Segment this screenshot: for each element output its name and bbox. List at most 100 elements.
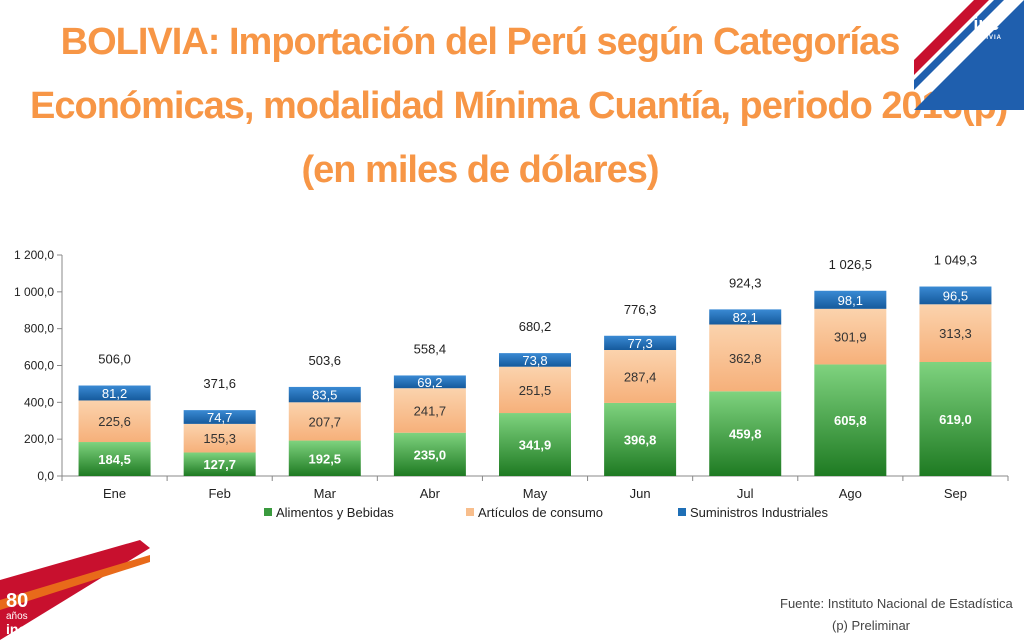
bar-value-label: 69,2	[417, 375, 442, 390]
bar-value-label: 82,1	[733, 310, 758, 325]
bar-total-label: 924,3	[729, 275, 762, 290]
y-tick-label: 1 200,0	[14, 248, 54, 262]
title-line-2: Económicas, modalidad Mínima Cuantía, pe…	[30, 85, 1008, 127]
bar-segment	[814, 290, 887, 309]
y-tick-label: 400,0	[24, 395, 54, 409]
x-tick-label: Jun	[630, 486, 651, 501]
x-tick-label: Feb	[208, 486, 230, 501]
bar-segment	[919, 362, 992, 476]
bar-value-label: 241,7	[414, 403, 447, 418]
bar-segment	[183, 423, 256, 453]
bar-segment	[78, 442, 151, 476]
bar-value-label: 184,5	[98, 452, 131, 467]
bar-value-label: 77,3	[627, 336, 652, 351]
bar-segment	[499, 353, 571, 367]
bar-segment	[604, 402, 677, 476]
y-tick-label: 600,0	[24, 359, 54, 373]
bar-total-label: 371,6	[203, 376, 236, 391]
bar-segment	[709, 309, 782, 325]
bar-segment	[393, 388, 466, 433]
bar-segment	[78, 385, 151, 401]
title-line-1: BOLIVIA: Importación del Perú según Cate…	[60, 21, 901, 63]
title-line-3: (en miles de dólares)	[301, 149, 659, 191]
bar-value-label: 192,5	[309, 451, 342, 466]
bar-segment	[919, 304, 992, 363]
x-tick-label: Ago	[839, 486, 862, 501]
preliminary-note: (p) Preliminar	[832, 618, 911, 633]
legend-label: Alimentos y Bebidas	[276, 505, 394, 520]
bar-value-label: 341,9	[519, 438, 552, 453]
bar-total-label: 1 026,5	[829, 257, 872, 272]
bar-value-label: 605,8	[834, 413, 867, 428]
bar-value-label: 98,1	[838, 293, 863, 308]
ine-logo: ine BOLIVIA	[971, 14, 1002, 41]
anniversary-word: años	[6, 611, 28, 622]
bar-value-label: 301,9	[834, 330, 867, 345]
legend-label: Artículos de consumo	[478, 505, 603, 520]
x-tick-label: Ene	[103, 486, 126, 501]
source-note: Fuente: Instituto Nacional de Estadístic…	[780, 596, 1013, 611]
bar-value-label: 96,5	[943, 288, 968, 303]
bar-value-label: 251,5	[519, 383, 552, 398]
bar-total-label: 506,0	[98, 352, 131, 367]
bar-value-label: 127,7	[203, 457, 236, 472]
legend-swatch	[678, 508, 686, 516]
bar-value-label: 362,8	[729, 351, 762, 366]
x-tick-label: Jul	[737, 486, 754, 501]
bar-total-label: 1 049,3	[934, 253, 977, 268]
bar-value-label: 235,0	[414, 447, 447, 462]
bar-segment	[814, 308, 887, 365]
ine-logo-word: ine	[973, 14, 1000, 34]
bar-segment	[393, 375, 466, 389]
bar-segment	[288, 386, 361, 403]
bar-segment	[709, 324, 782, 392]
bar-value-label: 225,6	[98, 414, 131, 429]
bar-value-label: 287,4	[624, 369, 657, 384]
corner-stripes-bottom-left	[0, 540, 150, 640]
x-tick-label: May	[523, 486, 548, 501]
bar-total-label: 558,4	[414, 341, 447, 356]
bar-segment	[814, 364, 887, 476]
bar-segment	[78, 400, 151, 443]
bar-value-label: 83,5	[312, 388, 337, 403]
bar-segment	[393, 432, 466, 476]
y-tick-label: 800,0	[24, 322, 54, 336]
bar-segment	[604, 335, 677, 350]
bar-segment	[919, 286, 992, 305]
bar-segment	[288, 440, 361, 476]
x-tick-label: Mar	[314, 486, 337, 501]
anniversary-badge: 80 años ine	[6, 591, 28, 636]
bar-value-label: 459,8	[729, 427, 762, 442]
bar-value-label: 396,8	[624, 432, 657, 447]
bar-segment	[183, 452, 256, 476]
y-tick-label: 1 000,0	[14, 285, 54, 299]
anniversary-number: 80	[6, 590, 29, 612]
legend-label: Suministros Industriales	[690, 505, 828, 520]
bar-segment	[709, 391, 782, 476]
bar-value-label: 155,3	[203, 431, 236, 446]
bar-value-label: 81,2	[102, 386, 127, 401]
bar-value-label: 73,8	[522, 353, 547, 368]
bar-total-label: 776,3	[624, 302, 657, 317]
y-tick-label: 0,0	[37, 469, 54, 483]
y-tick-label: 200,0	[24, 432, 54, 446]
anniversary-brand: ine	[6, 621, 27, 637]
bar-value-label: 74,7	[207, 410, 232, 425]
bar-total-label: 680,2	[519, 319, 552, 334]
bar-segment	[288, 402, 361, 441]
bar-segment	[183, 410, 256, 424]
bar-value-label: 619,0	[939, 412, 972, 427]
bar-value-label: 313,3	[939, 326, 972, 341]
bar-segment	[499, 366, 571, 414]
bar-segment	[604, 349, 677, 403]
bar-segment	[499, 413, 571, 476]
bar-total-label: 503,6	[309, 353, 342, 368]
x-tick-label: Abr	[420, 486, 441, 501]
legend-swatch	[466, 508, 474, 516]
x-tick-label: Sep	[944, 486, 967, 501]
bar-value-label: 207,7	[309, 414, 342, 429]
legend-swatch	[264, 508, 272, 516]
ine-logo-country: BOLIVIA	[970, 35, 1002, 41]
corner-stripes-top-right	[914, 0, 1024, 110]
